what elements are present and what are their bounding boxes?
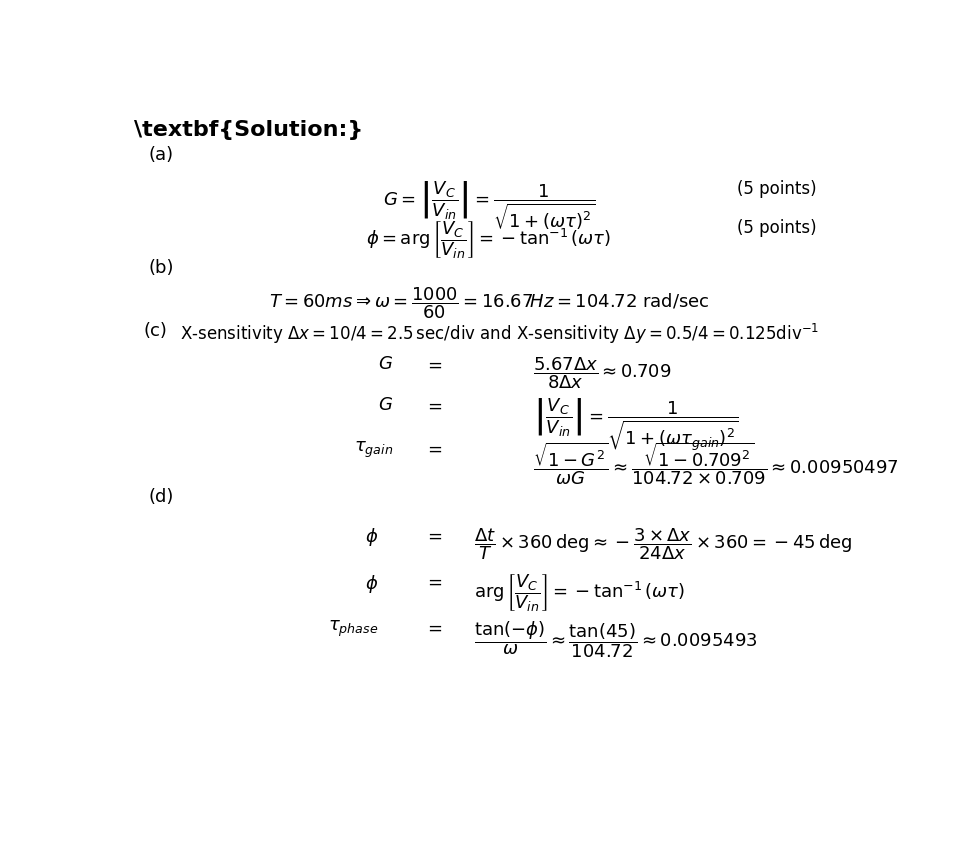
Text: $T = 60ms \Rightarrow \omega = \dfrac{1000}{60} = 16.67Hz = 104.72\ \mathrm{rad/: $T = 60ms \Rightarrow \omega = \dfrac{10… <box>269 286 708 321</box>
Text: $\dfrac{5.67\Delta x}{8\Delta x} \approx 0.709$: $\dfrac{5.67\Delta x}{8\Delta x} \approx… <box>533 356 671 391</box>
Text: $\dfrac{\sqrt{1 - G^2}}{\omega G} \approx \dfrac{\sqrt{1 - 0.709^2}}{104.72 \tim: $\dfrac{\sqrt{1 - G^2}}{\omega G} \appro… <box>533 440 898 486</box>
Text: (c): (c) <box>144 322 168 340</box>
Text: (a): (a) <box>149 146 173 164</box>
Text: $=$: $=$ <box>424 356 442 374</box>
Text: X-sensitivity $\Delta x = 10/4 = 2.5\,\mathrm{sec/div}$ and X-sensitivity $\Delt: X-sensitivity $\Delta x = 10/4 = 2.5\,\m… <box>180 322 819 346</box>
Text: $=$: $=$ <box>424 573 442 591</box>
Text: $\arg\left[\dfrac{V_C}{V_{in}}\right] = -\tan^{-1}(\omega\tau)$: $\arg\left[\dfrac{V_C}{V_{in}}\right] = … <box>474 573 684 615</box>
Text: $\phi$: $\phi$ <box>364 526 377 548</box>
Text: (5 points): (5 points) <box>737 180 816 197</box>
Text: (d): (d) <box>149 488 174 506</box>
Text: $\tau_{phase}$: $\tau_{phase}$ <box>328 619 377 640</box>
Text: $=$: $=$ <box>424 619 442 637</box>
Text: $=$: $=$ <box>424 396 442 414</box>
Text: $\left|\dfrac{V_C}{V_{in}}\right| = \dfrac{1}{\sqrt{1 + (\omega\tau_{gain})^2}}$: $\left|\dfrac{V_C}{V_{in}}\right| = \dfr… <box>533 396 739 453</box>
Text: (5 points): (5 points) <box>737 220 816 238</box>
Text: $\tau_{gain}$: $\tau_{gain}$ <box>354 440 393 461</box>
Text: $G$: $G$ <box>377 356 393 374</box>
Text: \textbf{Solution:}: \textbf{Solution:} <box>133 120 363 139</box>
Text: $=$: $=$ <box>424 440 442 458</box>
Text: $G$: $G$ <box>377 396 393 414</box>
Text: $\dfrac{\Delta t}{T} \times 360\,\mathrm{deg} \approx -\dfrac{3 \times \Delta x}: $\dfrac{\Delta t}{T} \times 360\,\mathrm… <box>474 526 852 562</box>
Text: $G = \left|\dfrac{V_C}{V_{in}}\right| = \dfrac{1}{\sqrt{1 + (\omega\tau)^2}}$: $G = \left|\dfrac{V_C}{V_{in}}\right| = … <box>382 180 595 232</box>
Text: (b): (b) <box>149 259 174 277</box>
Text: $=$: $=$ <box>424 526 442 544</box>
Text: $\phi = \arg\left[\dfrac{V_C}{V_{in}}\right] = -\tan^{-1}(\omega\tau)$: $\phi = \arg\left[\dfrac{V_C}{V_{in}}\ri… <box>366 220 611 261</box>
Text: $\phi$: $\phi$ <box>364 573 377 595</box>
Text: $\dfrac{\tan(-\phi)}{\omega} \approx \dfrac{\tan(45)}{104.72} \approx 0.0095493$: $\dfrac{\tan(-\phi)}{\omega} \approx \df… <box>474 619 757 660</box>
